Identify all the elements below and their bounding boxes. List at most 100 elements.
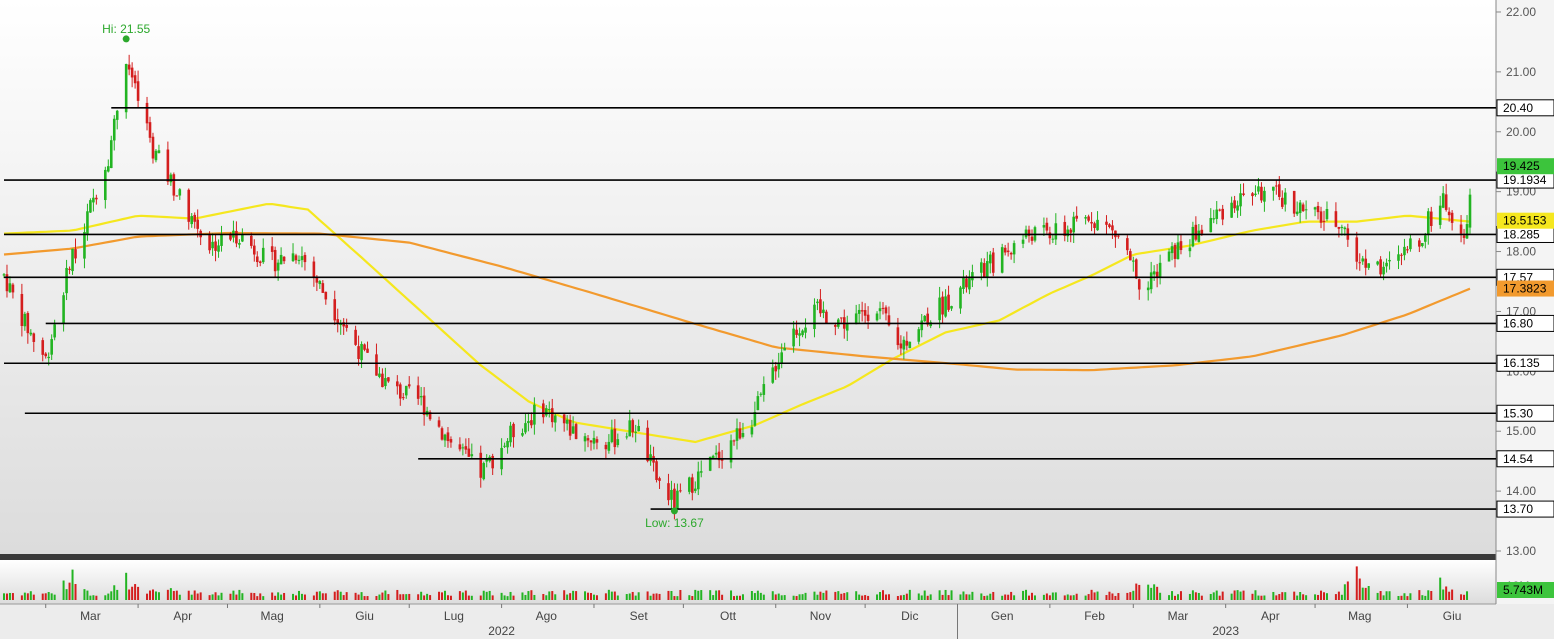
candle-body: [950, 306, 953, 309]
value-labels: 20.4019.193418.28517.5716.8016.13515.301…: [1496, 99, 1554, 598]
volume-bar: [1108, 591, 1111, 600]
volume-bar: [917, 593, 920, 600]
candle-body: [1301, 204, 1305, 212]
volume-bar: [1194, 592, 1197, 600]
candle-body: [947, 294, 950, 310]
candle-body: [887, 315, 891, 326]
volume-bar: [774, 594, 777, 600]
candle-body: [801, 330, 804, 336]
candle-body: [1298, 202, 1302, 214]
volume-bar: [1045, 593, 1048, 600]
volume-bar: [277, 592, 280, 600]
volume-bar: [1340, 594, 1343, 600]
candle-body: [988, 254, 992, 264]
volume-bar: [110, 591, 113, 600]
candle-body: [1090, 222, 1093, 224]
candle-body: [917, 329, 921, 342]
candle-body: [104, 169, 107, 201]
volume-bar: [899, 595, 902, 600]
candle-body: [616, 439, 620, 446]
volume-bar: [220, 592, 223, 600]
candle-body: [1450, 212, 1454, 223]
candle-body: [422, 395, 426, 416]
candle-body: [250, 235, 253, 246]
candle-body: [691, 477, 694, 493]
volume-bar: [575, 591, 578, 600]
candle-body: [1263, 190, 1266, 202]
candle-body: [1012, 243, 1016, 255]
candle-body: [524, 423, 527, 433]
y-tick-label: 20.00: [1506, 125, 1536, 139]
candle-body: [857, 309, 861, 314]
volume-bar: [1200, 595, 1203, 600]
volume-bar: [274, 595, 277, 600]
volume-bar: [89, 595, 92, 600]
volume-bar: [542, 593, 545, 600]
volume-bar: [86, 590, 89, 600]
candle-body: [1251, 193, 1254, 197]
volume-bar: [646, 591, 649, 600]
volume-bar: [524, 594, 527, 600]
volume-bar: [584, 591, 587, 600]
candle-body: [220, 233, 223, 246]
y-tick-label: 15.00: [1506, 424, 1536, 438]
volume-bar: [446, 595, 449, 600]
volume-bar: [730, 590, 733, 600]
volume-bar: [8, 592, 11, 600]
candle-body: [1212, 218, 1216, 220]
candle-body: [241, 234, 244, 242]
volume-bar: [572, 590, 575, 600]
candle-body: [699, 471, 703, 473]
candle-body: [258, 261, 262, 263]
volume-bar: [467, 595, 470, 600]
volume-bar: [1466, 591, 1469, 600]
candle-body: [693, 488, 697, 491]
candle-body: [613, 428, 617, 448]
candle-body: [1275, 185, 1278, 187]
volume-bar: [166, 589, 169, 600]
candle-body: [1126, 238, 1129, 251]
volume-bar: [1150, 587, 1153, 600]
candle-body: [270, 246, 274, 252]
volume-bar: [95, 595, 98, 600]
candle-body: [127, 64, 131, 70]
volume-bar: [11, 593, 14, 600]
level-label: 13.70: [1503, 502, 1533, 516]
volume-bar: [798, 594, 801, 600]
candle-body: [1322, 221, 1326, 223]
candle-body: [32, 333, 36, 342]
month-label: Apr: [1261, 609, 1280, 623]
volume-bar: [1007, 594, 1010, 600]
volume-bar: [312, 595, 315, 600]
candle-body: [68, 268, 71, 270]
candle-body: [637, 425, 640, 432]
volume-bar: [1293, 591, 1296, 600]
candle-body: [774, 366, 778, 372]
candle-body: [753, 411, 757, 426]
candle-body: [1215, 209, 1219, 219]
volume-bar: [1221, 591, 1224, 600]
candle-body: [273, 249, 277, 272]
volume-bar: [461, 592, 464, 600]
volume-bar: [280, 594, 283, 600]
volume-bar: [631, 591, 634, 600]
volume-bar: [1218, 595, 1221, 600]
volume-bar: [667, 590, 670, 600]
month-label: Ott: [720, 609, 737, 623]
candle-body: [1000, 247, 1004, 273]
volume-bar: [1242, 590, 1245, 600]
candle-body: [1325, 208, 1329, 220]
volume-bar: [762, 594, 765, 600]
candle-body: [1167, 251, 1171, 262]
volume-bar: [375, 596, 378, 600]
volume-bar: [315, 591, 318, 600]
candle-body: [8, 283, 12, 293]
candle-body: [1388, 259, 1391, 262]
volume-bar: [1317, 594, 1320, 600]
candle-body: [571, 426, 575, 434]
volume-bar: [1153, 584, 1156, 600]
candle-body: [214, 241, 217, 251]
volume-bar: [378, 594, 381, 600]
volume-bar: [491, 595, 494, 600]
volume-bar: [902, 594, 905, 600]
